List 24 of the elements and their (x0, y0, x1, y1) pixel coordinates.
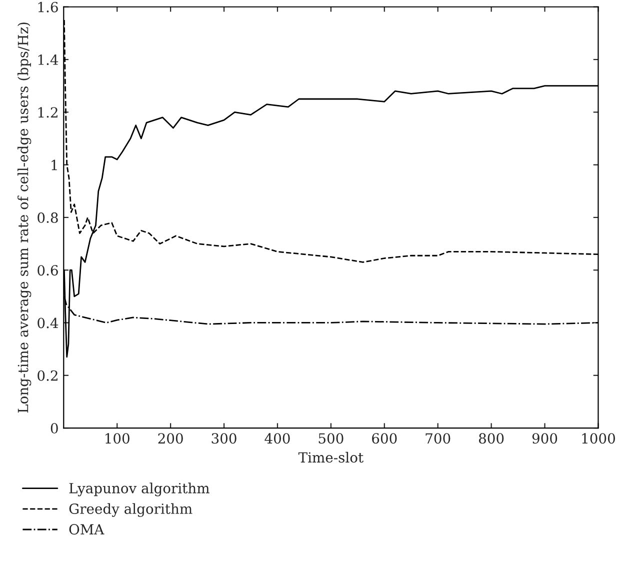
x-tick-label: 300 (212, 433, 236, 444)
x-tick-label: 600 (372, 433, 397, 444)
x-tick-label: 500 (318, 433, 344, 444)
y-tick-label: 1.2 (38, 107, 58, 118)
y-tick-label: 0.2 (38, 370, 58, 381)
x-tick-label: 100 (106, 433, 130, 444)
x-tick-label: 200 (158, 433, 183, 444)
y-tick-label: 1 (52, 160, 57, 170)
x-tick-label: 900 (532, 433, 558, 444)
y-tick-label: 0 (50, 423, 58, 434)
x-tick-label: 800 (478, 433, 504, 444)
y-axis-title: Long-time average sum rate of cell-edge users (bps/Hz) (18, 22, 32, 413)
y-tick-label: 0.8 (38, 212, 58, 223)
y-tick-label: 1.6 (38, 2, 58, 12)
legend-label: OMA (69, 524, 104, 535)
legend-label: Greedy algorithm (69, 503, 192, 517)
y-tick-label: 1.4 (38, 54, 58, 65)
legend-label: Lyapunov algorithm (69, 482, 210, 496)
x-axis-title: Time-slot (298, 452, 364, 463)
x-tick-label: 700 (426, 433, 450, 444)
y-tick-label: 0.4 (38, 318, 58, 328)
x-tick-label: 400 (264, 433, 290, 444)
y-tick-label: 0.6 (38, 265, 58, 276)
x-tick-label: 1000 (582, 433, 615, 444)
